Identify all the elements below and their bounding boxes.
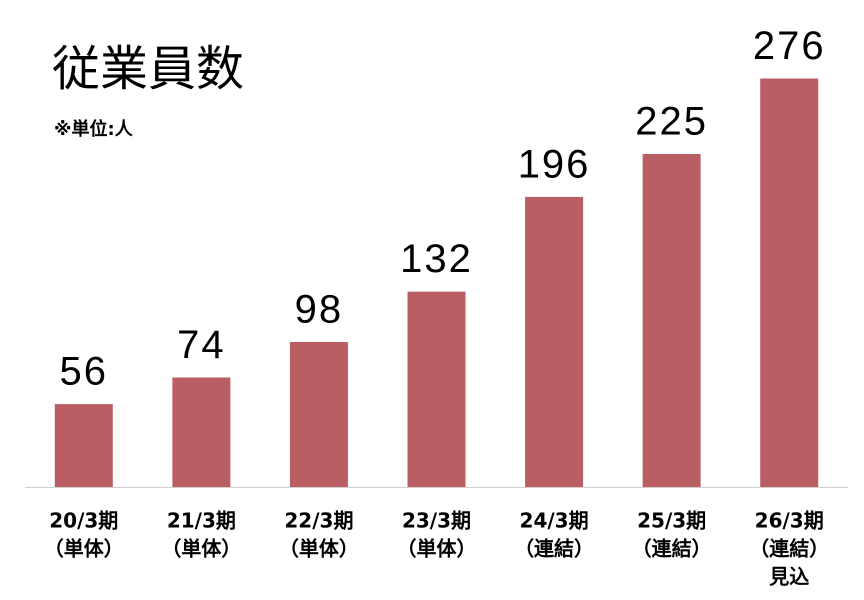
x-tick-label: （連結） (749, 537, 829, 561)
chart-title: 従業員数 (52, 41, 244, 97)
x-tick-label: 21/3期 (167, 509, 236, 533)
x-tick-label: 見込 (769, 565, 809, 589)
bar (289, 341, 348, 487)
x-tick-label: 22/3期 (284, 509, 353, 533)
x-tick-label: （単体） (279, 537, 359, 561)
chart-subtitle: ※単位:人 (54, 118, 134, 140)
bar (54, 404, 113, 487)
bar (172, 377, 231, 487)
x-tick-label: 23/3期 (402, 509, 471, 533)
value-label: 196 (518, 142, 591, 186)
x-tick-label: （単体） (397, 537, 477, 561)
x-tick-label: （単体） (161, 537, 241, 561)
value-label: 74 (177, 323, 226, 367)
x-tick-label: 26/3期 (755, 509, 824, 533)
x-tick-label: （連結） (514, 537, 594, 561)
value-label: 225 (635, 100, 708, 144)
bar (760, 78, 819, 488)
x-tick-label: 25/3期 (637, 509, 706, 533)
bar (525, 196, 584, 488)
bar (407, 291, 466, 487)
bar (642, 154, 701, 487)
x-tick-label: 20/3期 (49, 509, 118, 533)
value-label: 132 (400, 237, 473, 281)
value-label: 276 (753, 24, 826, 68)
x-tick-label: （連結） (632, 537, 712, 561)
x-tick-label: （単体） (44, 537, 124, 561)
value-label: 98 (295, 288, 344, 332)
x-tick-label: 24/3期 (520, 509, 589, 533)
value-label: 56 (60, 350, 109, 394)
